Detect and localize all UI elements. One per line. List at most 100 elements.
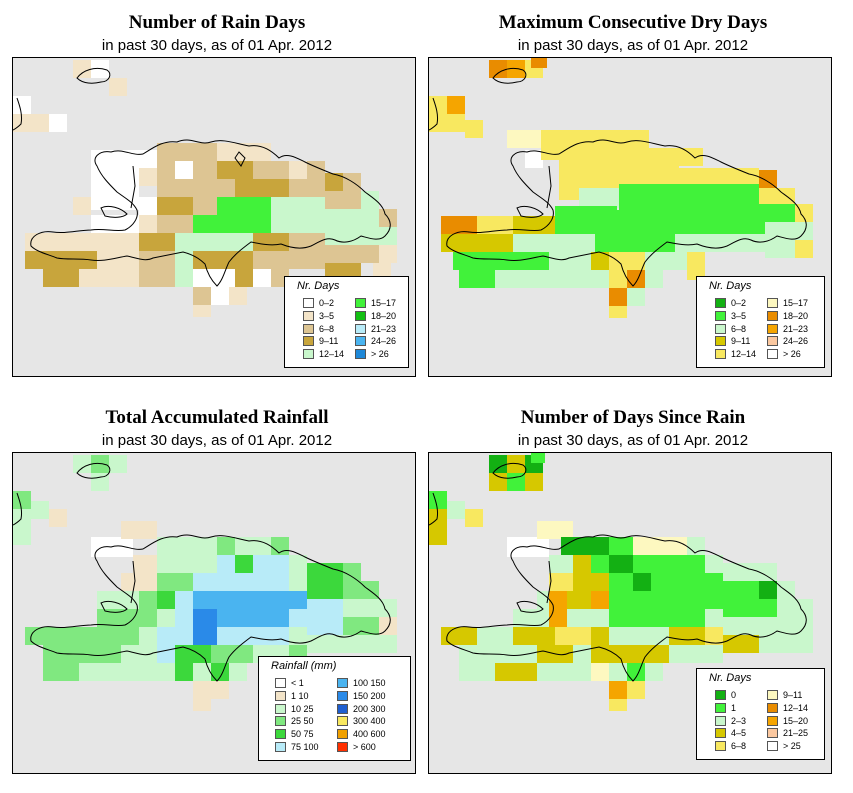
legend-label: 18–20 bbox=[783, 310, 809, 321]
legend-item: 21–23 bbox=[767, 323, 827, 335]
panel-subtitle: in past 30 days, as of 01 Apr. 2012 bbox=[101, 432, 333, 449]
legend-item: 6–8 bbox=[715, 323, 775, 335]
legend-item: > 600 bbox=[337, 741, 397, 753]
map-grid bbox=[429, 58, 813, 318]
legend-swatch bbox=[337, 742, 348, 752]
panel-title: Number of Rain Days bbox=[128, 12, 306, 33]
grid-cells bbox=[13, 60, 397, 317]
legend-label: 9–11 bbox=[731, 336, 751, 347]
legend-label: 400 600 bbox=[353, 729, 386, 740]
legend-label: 6–8 bbox=[319, 323, 335, 334]
legend-label: > 600 bbox=[353, 742, 376, 752]
legend-item: 6–8 bbox=[303, 323, 363, 335]
legend-swatch bbox=[355, 298, 366, 308]
legend-item: 75 100 bbox=[275, 741, 335, 753]
legend-label: 24–26 bbox=[783, 336, 809, 347]
legend-label: > 26 bbox=[783, 349, 801, 360]
legend-label: 0 bbox=[731, 690, 737, 700]
legend-item: < 1 bbox=[275, 677, 335, 689]
legend-swatch bbox=[715, 728, 726, 739]
legend-label: 9–11 bbox=[319, 336, 339, 347]
legend-label: 150 200 bbox=[353, 690, 386, 701]
coastline bbox=[13, 67, 391, 287]
legend-item: 18–20 bbox=[355, 310, 415, 322]
map-grid bbox=[13, 60, 397, 317]
legend-item: > 26 bbox=[767, 348, 827, 360]
map-grid bbox=[429, 453, 813, 711]
legend-item: > 25 bbox=[767, 740, 827, 752]
grid-cells bbox=[429, 58, 813, 318]
legend-swatch bbox=[275, 678, 286, 688]
legend-item: 9–11 bbox=[715, 335, 775, 347]
legend-label: 3–5 bbox=[319, 310, 335, 321]
legend-swatch bbox=[767, 323, 778, 334]
legend-swatch bbox=[337, 690, 348, 701]
panel-subtitle: in past 30 days, as of 01 Apr. 2012 bbox=[517, 432, 749, 449]
legend-item: 1 bbox=[715, 702, 775, 714]
legend-swatch bbox=[275, 729, 286, 740]
legend-item: 3–5 bbox=[303, 310, 363, 322]
legend-label: 4–5 bbox=[731, 728, 747, 739]
legend-swatch bbox=[355, 310, 366, 321]
legend-label: 21–23 bbox=[783, 323, 809, 334]
map-grid bbox=[13, 455, 397, 711]
panel-subtitle: in past 30 days, as of 01 Apr. 2012 bbox=[517, 37, 749, 54]
legend-item: 200 300 bbox=[337, 703, 397, 715]
legend-label: 1 bbox=[731, 702, 737, 713]
legend-label: 100 150 bbox=[353, 678, 386, 688]
legend-label: 12–14 bbox=[783, 702, 809, 713]
legend-swatch bbox=[767, 690, 778, 700]
legend-label: 75 100 bbox=[291, 742, 319, 752]
legend-item: 24–26 bbox=[767, 335, 827, 347]
legend-swatch bbox=[355, 349, 366, 360]
legend-swatch bbox=[715, 715, 726, 726]
legend-swatch bbox=[715, 298, 726, 308]
legend-item: 0–2 bbox=[303, 297, 363, 309]
legend-item: 12–14 bbox=[767, 702, 827, 714]
legend-label: > 26 bbox=[371, 349, 389, 360]
coastline bbox=[13, 462, 391, 682]
panel-dry-days: Maximum Consecutive Dry Days in past 30 … bbox=[428, 10, 838, 382]
panel-days-since-rain: Number of Days Since Rain in past 30 day… bbox=[428, 405, 838, 780]
legend-swatch bbox=[715, 310, 726, 321]
legend-swatch bbox=[715, 741, 726, 752]
panel-title: Number of Days Since Rain bbox=[520, 407, 746, 428]
legend-label: 21–23 bbox=[371, 323, 397, 334]
legend-item: 150 200 bbox=[337, 690, 397, 702]
legend-item: 15–20 bbox=[767, 715, 827, 727]
legend-item: 4–5 bbox=[715, 727, 775, 739]
legend-swatch bbox=[303, 323, 314, 334]
legend-label: > 25 bbox=[783, 741, 801, 752]
legend-label: 0–2 bbox=[319, 298, 335, 308]
legend-item: 100 150 bbox=[337, 677, 397, 689]
legend-label: 9–11 bbox=[783, 690, 803, 700]
legend-swatch bbox=[275, 690, 286, 701]
legend-swatch bbox=[337, 703, 348, 714]
legend-label: 50 75 bbox=[291, 729, 314, 740]
legend-title: Nr. Days bbox=[709, 672, 752, 684]
legend-label: 6–8 bbox=[731, 741, 747, 752]
panel-title: Maximum Consecutive Dry Days bbox=[498, 12, 768, 33]
legend-item: 25 50 bbox=[275, 715, 335, 727]
legend-item: 50 75 bbox=[275, 728, 335, 740]
legend-label: 6–8 bbox=[731, 323, 747, 334]
coastline bbox=[429, 462, 807, 682]
legend-swatch bbox=[767, 728, 778, 739]
legend-item: 9–11 bbox=[767, 689, 827, 701]
legend-label: 2–3 bbox=[731, 715, 747, 726]
legend-item: 0–2 bbox=[715, 297, 775, 309]
legend-label: 3–5 bbox=[731, 310, 747, 321]
legend-item: 400 600 bbox=[337, 728, 397, 740]
legend-item: 6–8 bbox=[715, 740, 775, 752]
legend-swatch bbox=[767, 702, 778, 713]
legend-swatch bbox=[715, 702, 726, 713]
legend-swatch bbox=[715, 336, 726, 347]
legend-label: 12–14 bbox=[731, 349, 757, 360]
legend-item: 3–5 bbox=[715, 310, 775, 322]
panel-rain-days: Number of Rain Days in past 30 days, as … bbox=[12, 10, 422, 382]
legend-item: 21–25 bbox=[767, 727, 827, 739]
legend-title: Rainfall (mm) bbox=[271, 660, 337, 672]
legend-item: 15–17 bbox=[355, 297, 415, 309]
legend-label: 0–2 bbox=[731, 298, 747, 308]
legend-swatch bbox=[337, 729, 348, 740]
